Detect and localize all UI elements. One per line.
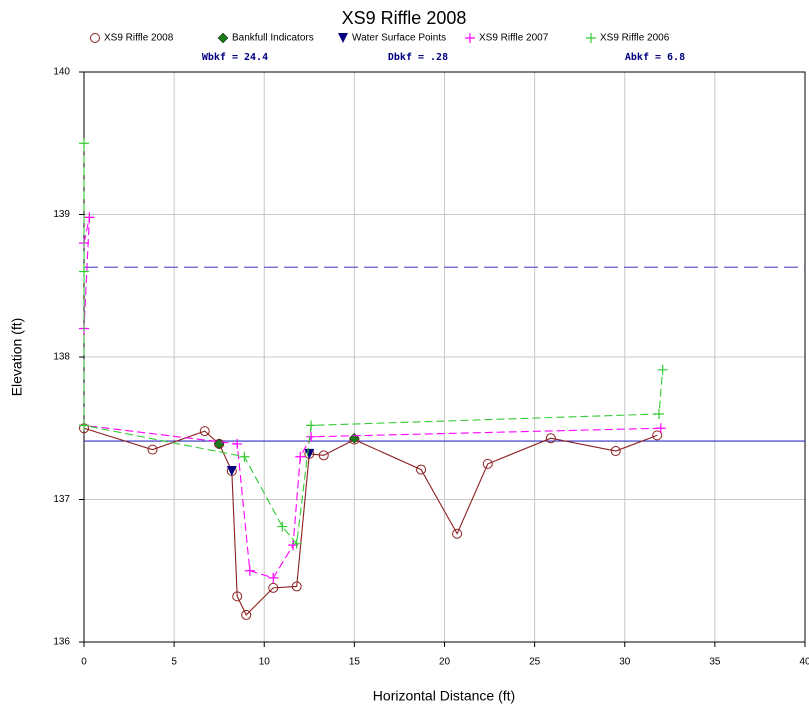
x-tick-label: 35 xyxy=(709,657,721,668)
marker xyxy=(416,464,427,475)
marker xyxy=(652,430,663,441)
legend-label: XS9 Riffle 2007 xyxy=(479,33,549,44)
series-line xyxy=(83,427,658,616)
legend-label: XS9 Riffle 2006 xyxy=(600,33,670,44)
legend-marker xyxy=(217,32,229,44)
x-tick-label: 0 xyxy=(81,657,87,668)
marker xyxy=(545,433,556,444)
legend-label: XS9 Riffle 2008 xyxy=(104,33,174,44)
annotation: Wbkf = 24.4 xyxy=(202,52,268,63)
marker xyxy=(291,538,302,549)
series-line xyxy=(83,217,661,579)
y-tick-label: 140 xyxy=(53,67,70,78)
legend-label: Bankfull Indicators xyxy=(232,33,314,44)
marker xyxy=(239,451,250,462)
marker xyxy=(244,565,255,576)
marker xyxy=(268,572,279,583)
legend-marker xyxy=(90,33,100,43)
x-tick-label: 5 xyxy=(171,657,177,668)
marker xyxy=(226,466,237,476)
marker xyxy=(318,450,329,461)
marker xyxy=(306,420,317,431)
marker xyxy=(232,591,243,602)
marker xyxy=(79,138,89,149)
x-tick-label: 40 xyxy=(799,657,809,668)
marker xyxy=(277,521,288,532)
marker xyxy=(79,266,89,277)
legend-label: Water Surface Points xyxy=(352,33,446,44)
marker xyxy=(268,582,279,593)
marker xyxy=(304,448,315,459)
y-axis-label: Elevation (ft) xyxy=(9,318,25,397)
marker xyxy=(306,431,317,442)
legend-marker xyxy=(338,33,348,43)
series-line xyxy=(83,143,664,545)
annotation: Dbkf = .28 xyxy=(388,52,448,63)
marker xyxy=(482,458,493,469)
chart-title: XS9 Riffle 2008 xyxy=(342,8,467,28)
marker xyxy=(653,409,664,419)
marker xyxy=(84,212,95,223)
marker xyxy=(199,426,210,437)
marker xyxy=(147,444,158,455)
y-tick-label: 139 xyxy=(53,209,70,220)
marker xyxy=(241,609,252,620)
x-tick-label: 15 xyxy=(349,657,361,668)
x-tick-label: 25 xyxy=(529,657,541,668)
x-tick-label: 20 xyxy=(439,657,451,668)
marker xyxy=(291,581,302,592)
y-tick-label: 138 xyxy=(53,352,70,363)
marker xyxy=(452,528,463,539)
marker xyxy=(232,438,243,449)
x-tick-label: 10 xyxy=(259,657,271,668)
marker xyxy=(295,451,306,462)
marker xyxy=(657,364,668,375)
plot-frame xyxy=(83,71,806,643)
annotation: Abkf = 6.8 xyxy=(625,52,685,63)
marker xyxy=(79,420,89,431)
marker xyxy=(655,423,666,434)
y-tick-label: 137 xyxy=(53,494,70,505)
y-tick-label: 136 xyxy=(53,637,70,648)
x-axis-label: Horizontal Distance (ft) xyxy=(373,688,515,704)
marker xyxy=(610,446,621,457)
legend-marker xyxy=(586,33,596,43)
x-tick-label: 30 xyxy=(619,657,631,668)
legend-marker xyxy=(465,33,475,43)
